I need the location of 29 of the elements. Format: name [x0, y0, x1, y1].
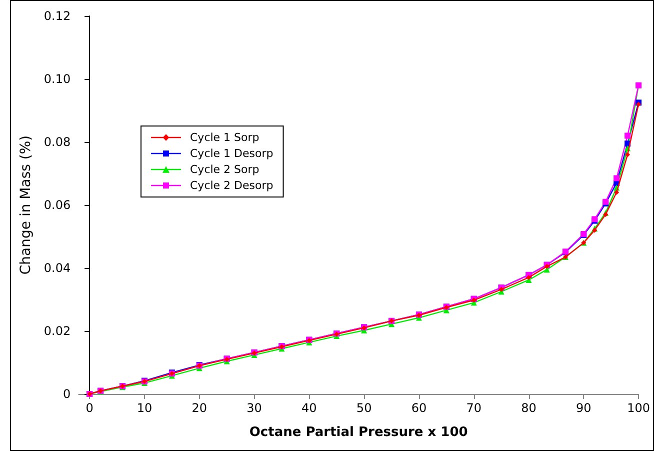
y-tick-label: 0.08: [44, 135, 71, 149]
y-tick-label: 0.04: [44, 261, 71, 275]
y-axis-title: Change in Mass (%): [18, 135, 34, 275]
point: [614, 190, 620, 195]
point: [614, 175, 620, 182]
y-tick-label: 0.12: [44, 9, 71, 23]
point: [625, 152, 630, 158]
legend-label: Cycle 2 Desorp: [190, 179, 274, 192]
legend-label: Cycle 1 Sorp: [190, 131, 260, 144]
x-tick-label: 90: [576, 401, 592, 415]
y-tick-label: 0: [62, 387, 71, 401]
y-tick-label: 0.10: [44, 72, 71, 86]
x-tick-label: 100: [627, 401, 650, 415]
x-tick-label: 10: [136, 401, 152, 415]
x-tick-label: 20: [192, 401, 208, 415]
point: [624, 132, 631, 139]
x-tick-label: 80: [521, 401, 536, 415]
legend-label: Cycle 2 Sorp: [190, 163, 260, 176]
x-tick-label: 50: [356, 401, 372, 415]
legend-label: Cycle 1 Desorp: [190, 147, 274, 160]
x-axis-title: Octane Partial Pressure x 100: [249, 425, 468, 440]
y-tick-label: 0.02: [44, 324, 71, 338]
x-tick-label: 30: [246, 401, 262, 415]
x-tick-label: 60: [411, 401, 427, 415]
x-tick-label: 40: [302, 401, 317, 415]
x-tick-label: 0: [86, 401, 94, 415]
y-tick-label: 0.06: [44, 198, 71, 212]
x-tick-label: 70: [466, 401, 482, 415]
point: [526, 274, 532, 280]
